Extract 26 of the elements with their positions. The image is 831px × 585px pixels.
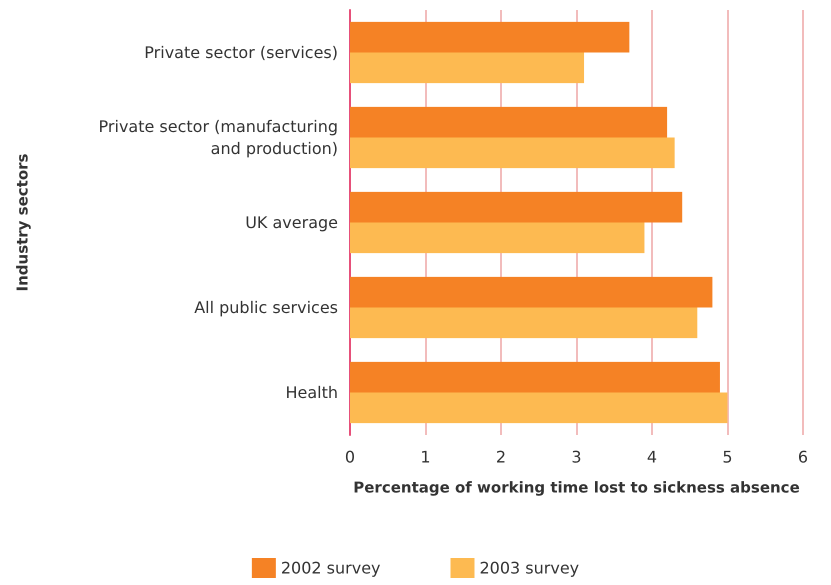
y-tick-label: All public services xyxy=(194,298,338,317)
bar xyxy=(350,138,675,168)
x-tick-label: 3 xyxy=(571,448,582,466)
bar xyxy=(350,22,630,52)
bar xyxy=(350,222,644,254)
x-tick-label: 5 xyxy=(722,448,733,466)
y-tick-label: Private sector (services) xyxy=(144,43,338,62)
x-tick-label: 2 xyxy=(496,448,506,466)
y-tick-label: Private sector (manufacturing and production) xyxy=(98,117,338,158)
bar xyxy=(350,52,584,84)
y-tick-label: UK average xyxy=(245,213,338,232)
x-tick-label: 6 xyxy=(798,448,808,466)
bar xyxy=(350,276,712,308)
x-tick-label: 0 xyxy=(344,448,356,466)
bar xyxy=(350,192,682,222)
y-tick-label: Health xyxy=(285,383,338,402)
x-axis-title: Percentage of working time lost to sickness absence xyxy=(353,478,800,496)
legend-label: 2002 survey xyxy=(280,558,380,578)
y-axis-title: Industry sectors xyxy=(14,153,32,292)
legend-label: 2003 survey xyxy=(480,558,580,578)
bar xyxy=(350,308,698,338)
x-tick-label: 1 xyxy=(420,448,431,466)
bar xyxy=(350,362,720,392)
bar xyxy=(350,392,728,424)
x-tick-label: 4 xyxy=(646,448,658,466)
bar xyxy=(350,106,668,138)
